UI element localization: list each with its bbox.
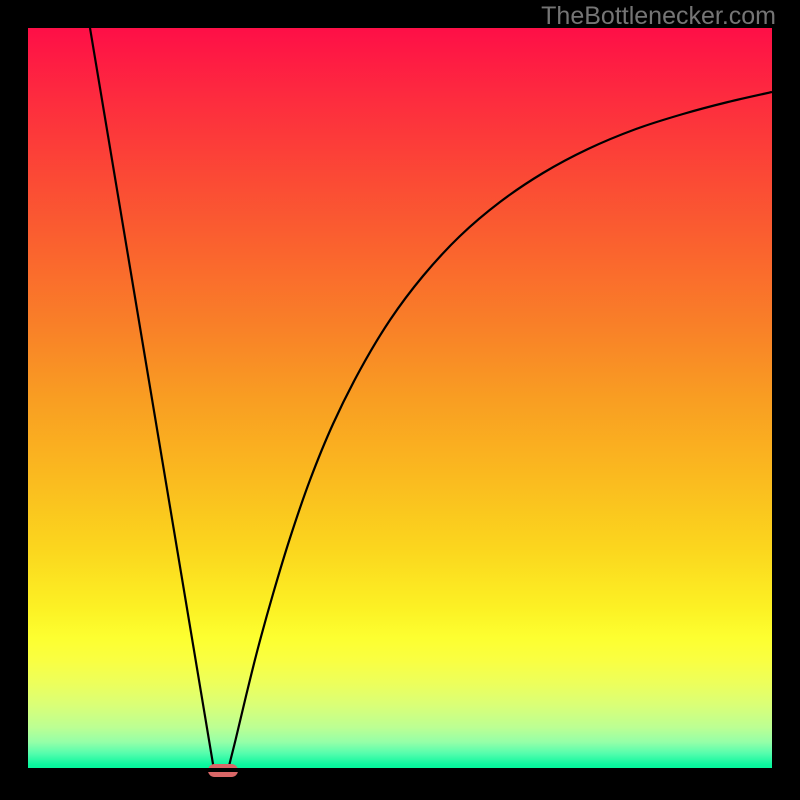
watermark-text: TheBottlenecker.com — [541, 2, 776, 31]
curve-overlay — [28, 28, 772, 772]
bottom-border — [28, 768, 772, 772]
curve-right-branch — [228, 92, 772, 770]
chart-container: TheBottlenecker.com — [0, 0, 800, 800]
plot-area — [28, 28, 772, 772]
curve-left-branch — [90, 28, 214, 770]
